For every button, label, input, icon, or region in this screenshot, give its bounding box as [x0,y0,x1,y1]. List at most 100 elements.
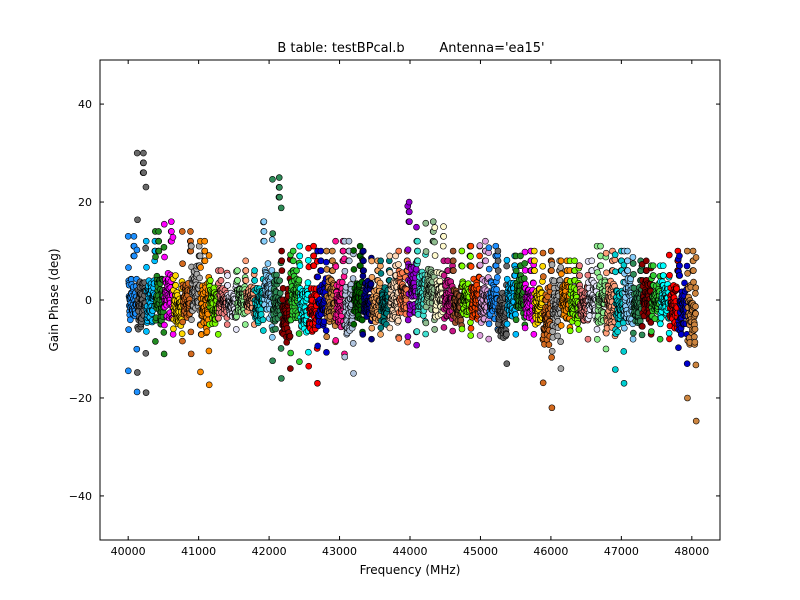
data-point [404,316,412,324]
data-point [377,324,385,331]
data-point [133,345,141,353]
data-point [624,247,631,255]
data-point [404,333,412,340]
data-point [125,326,132,333]
data-point [642,257,650,265]
data-point [690,267,697,274]
data-point [360,267,367,274]
data-point [377,330,384,338]
data-point [304,256,312,264]
data-point [124,233,132,240]
data-point [431,252,439,259]
data-point [305,348,312,356]
data-point [143,263,150,271]
data-point [197,368,204,376]
data-point [203,328,211,336]
data-point [278,375,285,382]
x-tick-label: 40000 [111,545,146,558]
data-point [142,244,149,252]
data-point [566,327,574,335]
data-point [276,277,283,284]
data-point [287,349,294,357]
data-point [629,335,637,343]
x-tick-label: 48000 [674,545,709,558]
data-point [677,331,685,338]
data-point [683,360,691,367]
spw-series-6 [178,228,195,358]
data-point [639,323,646,330]
data-point [278,257,286,265]
data-point [125,264,132,271]
data-point [530,330,538,338]
data-point [161,321,168,329]
data-point [422,330,429,338]
data-point [458,262,466,270]
data-point [576,262,583,270]
data-point [287,365,294,372]
data-point [323,349,330,356]
spw-series-16 [269,174,285,382]
data-point [130,233,138,240]
data-point [458,325,466,333]
data-point [242,267,250,274]
data-point [659,262,667,270]
data-point [310,242,317,250]
data-point [603,269,610,277]
data-point [574,320,581,327]
data-point [597,262,605,270]
data-point [539,249,547,257]
data-point [386,269,394,276]
data-point [611,251,619,259]
data-point [449,247,457,255]
data-point [521,324,529,332]
data-point [602,345,610,353]
data-point [557,257,565,265]
data-point [170,325,177,333]
data-point [531,257,538,265]
data-point [179,260,186,267]
data-point [440,324,448,331]
data-point [224,272,231,279]
data-point [620,348,628,355]
data-point [676,272,684,279]
data-point [666,335,673,343]
data-point [322,327,330,334]
data-point [160,243,168,251]
data-point [360,247,367,255]
data-point [350,370,357,377]
data-point [629,253,637,261]
data-point [305,362,312,370]
data-point [360,257,367,265]
data-point [620,379,628,387]
data-point [413,223,420,231]
x-tick-label: 42000 [252,545,287,558]
data-point [405,198,413,206]
data-point [368,324,376,332]
data-point [476,332,484,339]
data-point [692,284,700,292]
data-point [503,262,510,270]
data-points [124,149,700,425]
data-point [656,335,664,343]
data-point [675,344,682,352]
data-point [197,264,204,271]
data-point [431,326,438,333]
data-point [205,252,213,259]
data-point [439,242,447,250]
data-point [130,252,138,260]
spw-series-9 [206,277,222,338]
data-point [440,233,447,240]
data-point [692,417,700,425]
data-point [140,169,147,176]
data-point [160,350,168,358]
data-point [557,264,565,271]
data-point [531,267,538,274]
data-point [160,220,168,228]
data-point [172,272,179,279]
data-point [482,257,489,265]
data-point [665,251,673,259]
data-point [476,252,483,260]
data-point [691,338,699,346]
data-point [242,277,250,284]
data-point [314,273,322,281]
